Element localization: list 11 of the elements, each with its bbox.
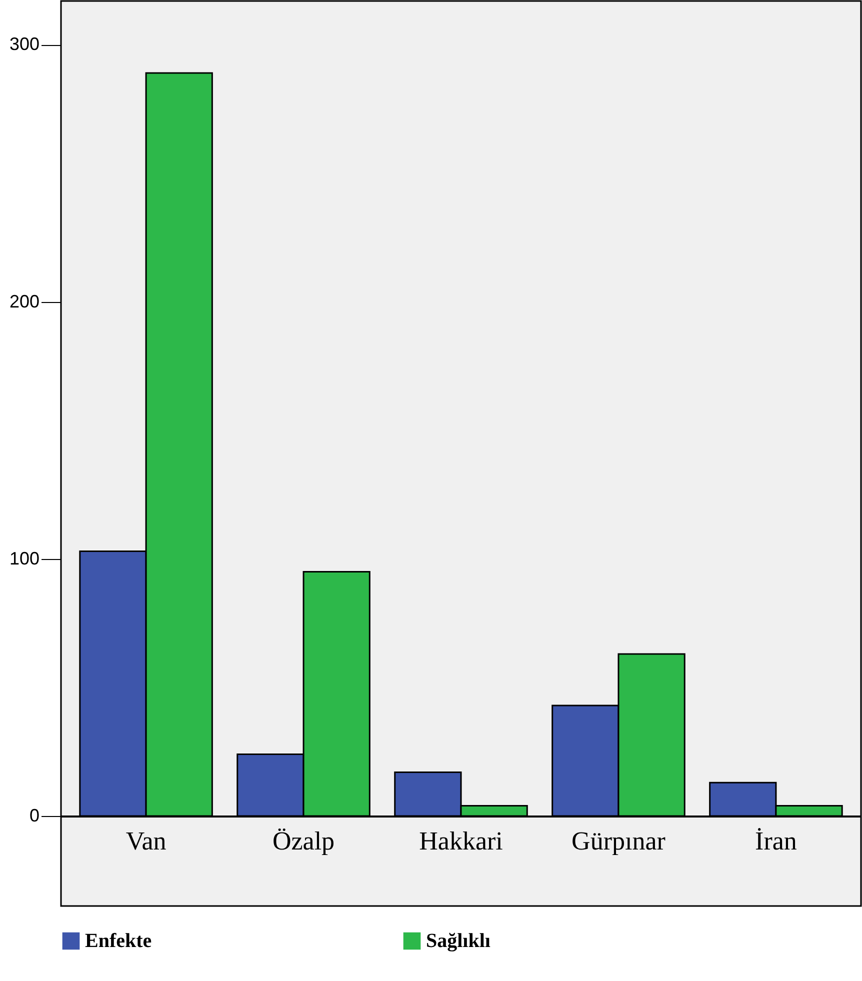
x-tick-label: Gürpınar	[572, 826, 666, 856]
y-tick-label: 0	[29, 806, 40, 826]
legend-label: Sağlıklı	[426, 930, 491, 952]
y-tick-label: 300	[9, 34, 40, 54]
x-tick-label: İran	[755, 826, 797, 856]
x-tick-label: Van	[126, 826, 166, 856]
legend-label: Enfekte	[85, 930, 152, 952]
x-tick-label: Özalp	[272, 826, 335, 856]
x-tick-label: Hakkari	[419, 826, 503, 856]
y-tick-label: 100	[9, 548, 40, 568]
y-tick-label: 200	[9, 291, 40, 312]
